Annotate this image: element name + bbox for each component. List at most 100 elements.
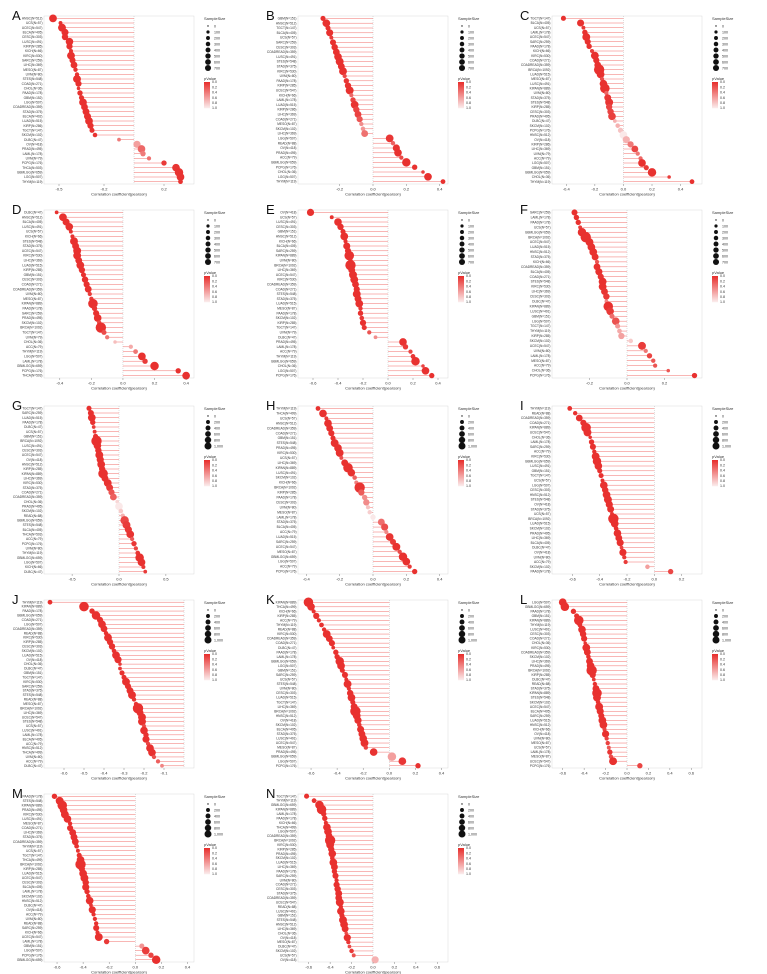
data-point	[637, 763, 643, 769]
data-point	[71, 838, 79, 846]
legend-gradient-cell	[458, 468, 464, 470]
legend-gradient-cell	[458, 101, 464, 103]
legend-size-dot	[714, 420, 718, 424]
category-label: BLCA(N=405)	[23, 220, 43, 224]
category-label: DLBC(N=47)	[532, 119, 550, 123]
legend-gradient-cell	[458, 97, 464, 99]
category-label: LUAD(N=515)	[530, 72, 550, 76]
category-label: STAD(N=375)	[23, 689, 43, 693]
legend-pvalue-label: 1.0	[720, 106, 725, 110]
legend-size-label: 400	[214, 426, 220, 430]
data-point	[567, 406, 573, 411]
legend-gradient-cell	[458, 484, 464, 486]
category-label: ACC(N=79)	[26, 759, 43, 763]
category-label: THCA(N=503)	[22, 532, 42, 536]
category-label: KIRP(N=285)	[23, 44, 42, 48]
legend-pvalue-label: 1.0	[720, 678, 725, 682]
legend-gradient-cell	[712, 484, 718, 486]
legend-size-label: 100	[214, 30, 220, 34]
data-point	[133, 546, 139, 551]
data-point	[589, 443, 596, 450]
legend-gradient-cell	[204, 856, 210, 858]
category-label: MESO(N=87)	[277, 550, 296, 554]
legend-gradient-cell	[458, 285, 464, 287]
legend-gradient-cell	[458, 88, 464, 90]
category-label: SKCM(N=102)	[530, 124, 551, 128]
category-label: STES(N=548)	[531, 498, 551, 502]
category-label: STAD(N=375)	[277, 297, 297, 301]
legend-gradient-cell	[458, 89, 464, 91]
data-point	[341, 925, 349, 933]
panel-letter: B	[266, 8, 275, 23]
data-point	[606, 307, 614, 316]
x-axis-title: Correlation coefficient(pearson)	[91, 192, 147, 197]
data-point	[322, 19, 331, 28]
data-point	[94, 933, 103, 941]
legend-gradient-cell	[712, 102, 718, 104]
category-label: TGCT(N=147)	[22, 331, 42, 335]
category-label: DLBC(N=47)	[278, 335, 296, 339]
legend-size-dot	[460, 420, 464, 424]
category-label: LUSC(N=491)	[22, 40, 42, 44]
data-point	[328, 430, 335, 437]
legend-gradient-cell	[712, 678, 718, 680]
legend-pvalue-label: 0.2	[466, 463, 471, 467]
legend-gradient-cell	[712, 658, 718, 660]
category-label: SKCM(N=102)	[530, 700, 551, 704]
category-label: OV(N=418)	[26, 908, 42, 912]
category-label: LAML(N=178)	[531, 30, 551, 34]
category-label: KIRP(N=285)	[23, 640, 42, 644]
panel-D: D DLBC(N=47)HNSC(N=512)BLCA(N=405)LUSC(N=…	[12, 202, 226, 391]
category-label: BRCA(N=1092)	[20, 862, 42, 866]
category-label: READ(N=88)	[24, 698, 43, 702]
data-point	[666, 368, 671, 373]
data-point	[572, 411, 578, 416]
legend-pvalue-label: 0.6	[720, 668, 725, 672]
category-label: TGCT(N=147)	[530, 474, 550, 478]
legend-size-dot	[713, 253, 719, 259]
legend-gradient-cell	[712, 662, 718, 664]
legend-size-dot	[205, 241, 211, 247]
x-tick-label: -0.6	[61, 771, 69, 776]
category-label: HNSC(N=512)	[276, 421, 297, 425]
category-label: THYM(N=119)	[22, 600, 42, 604]
data-point	[360, 126, 366, 132]
panel-G: G TGCT(N=147)SARC(N=259)LUAD(N=515)PAAD(N…	[12, 398, 226, 587]
legend-pvalue-label: 0.2	[212, 851, 217, 855]
data-point	[407, 564, 412, 569]
data-point	[411, 356, 420, 366]
panel-letter: N	[266, 786, 275, 801]
category-label: LIHC(N=369)	[278, 865, 297, 869]
legend-gradient-cell	[204, 475, 210, 477]
category-label: SARC(N=259)	[276, 540, 296, 544]
x-axis-title: Correlation coefficient(pearson)	[91, 776, 147, 781]
category-label: TGCT(N=147)	[22, 675, 42, 679]
data-point	[352, 281, 359, 288]
data-point	[304, 793, 310, 799]
category-label: SARC(N=259)	[22, 411, 42, 415]
legend-gradient-cell	[458, 93, 464, 95]
category-label: THYM(N=119)	[530, 180, 550, 184]
data-point	[609, 313, 615, 319]
data-point	[605, 740, 610, 746]
data-point	[49, 14, 57, 23]
data-point	[651, 358, 656, 363]
category-label: KIRC(N=530)	[277, 632, 296, 636]
data-point	[93, 314, 102, 322]
panel-N: N TGCT(N=147)THYM(N=119)GBMLGG(N=659)KIPA…	[266, 786, 480, 974]
category-label: LIHC(N=369)	[24, 63, 43, 67]
category-label: COAD(N=271)	[22, 618, 43, 622]
x-tick-label: 0.4	[667, 771, 673, 776]
category-label: GBMLGG(N=659)	[17, 170, 43, 174]
legend-gradient-cell	[204, 295, 210, 297]
legend-pvalue-label: 0.4	[720, 469, 725, 473]
legend-pvalue-label: 0.6	[720, 96, 725, 100]
panel-letter: K	[266, 592, 275, 607]
category-label: DLBC(N=47)	[24, 570, 42, 574]
legend-gradient-cell	[204, 674, 210, 676]
category-label: UCS(N=57)	[26, 430, 43, 434]
x-tick-label: -0.6	[305, 965, 313, 970]
category-label: GBM(N=151)	[24, 273, 43, 277]
legend-size-dot	[459, 53, 465, 59]
legend-gradient-cell	[712, 655, 718, 657]
